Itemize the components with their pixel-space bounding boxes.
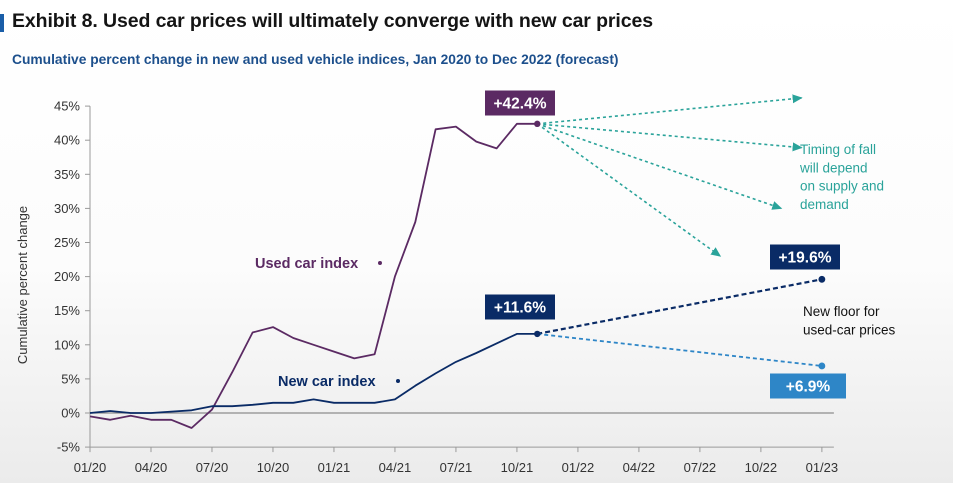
- x-tick-label: 07/22: [684, 460, 717, 475]
- y-tick-label: -5%: [57, 440, 81, 455]
- used-label-leader-dot: [378, 261, 382, 265]
- used-car-index-line: [89, 122, 538, 429]
- new-current-dot: [534, 330, 541, 338]
- timing-annotation-line: demand: [800, 197, 849, 212]
- y-tick-label: 30%: [54, 201, 80, 216]
- new-forecast-low-line: [537, 332, 822, 367]
- timing-annotation-line: on supply and: [800, 179, 884, 194]
- new-high-badge-label: +19.6%: [778, 250, 831, 267]
- y-tick-label: 15%: [54, 303, 80, 318]
- used-peak-badge-box: [485, 90, 555, 116]
- y-tick-label: 20%: [54, 269, 80, 284]
- new-current-badge-box: [485, 294, 555, 320]
- x-tick-label: 04/20: [135, 460, 168, 475]
- new-high-dot: [818, 275, 826, 283]
- used-forecast-arrow: [536, 123, 722, 257]
- used-forecast-arrow: [537, 94, 803, 125]
- new-low-dot: [818, 362, 826, 370]
- x-tick-label: 10/20: [257, 460, 290, 475]
- new-high-badge-box: [770, 244, 840, 270]
- used-peak-dot: [534, 120, 541, 128]
- y-tick-label: 40%: [54, 133, 80, 148]
- new-forecast-high-line: [537, 278, 823, 335]
- x-tick-label: 04/21: [379, 460, 412, 475]
- new-low-badge-label: +6.9%: [786, 379, 831, 396]
- x-tick-label: 10/22: [745, 460, 778, 475]
- chart-subtitle: Cumulative percent change in new and use…: [12, 52, 619, 67]
- new-low-badge-box: [770, 373, 846, 399]
- timing-annotation-line: will depend: [799, 160, 868, 175]
- x-tick-label: 10/21: [501, 460, 534, 475]
- y-tick-label: 10%: [54, 337, 80, 352]
- x-tick-label: 01/21: [318, 460, 351, 475]
- y-tick-label: 45%: [54, 99, 80, 114]
- new-car-index-line: [89, 332, 538, 414]
- used-peak-badge-label: +42.4%: [493, 96, 546, 113]
- chart-title: Exhibit 8. Used car prices will ultimate…: [12, 10, 653, 32]
- x-tick-label: 07/20: [196, 460, 229, 475]
- x-tick-label: 01/20: [74, 460, 107, 475]
- used-forecast-arrow: [537, 123, 803, 152]
- used-series-label: Used car index: [255, 256, 358, 272]
- y-tick-label: 35%: [54, 167, 80, 182]
- y-tick-label: 5%: [61, 371, 80, 386]
- y-tick-label: 25%: [54, 235, 80, 250]
- floor-annotation-line: used-car prices: [803, 322, 896, 337]
- new-label-leader-dot: [396, 379, 400, 383]
- y-tick-label: 0%: [61, 406, 80, 421]
- floor-annotation-line: New floor for: [803, 304, 880, 319]
- new-current-badge-label: +11.6%: [494, 300, 546, 317]
- timing-annotation-line: Timing of fall: [800, 142, 876, 157]
- x-tick-label: 04/22: [623, 460, 656, 475]
- used-forecast-arrow: [536, 123, 783, 210]
- new-series-label: New car index: [278, 374, 376, 390]
- x-tick-label: 01/23: [806, 460, 839, 475]
- x-tick-label: 07/21: [440, 460, 473, 475]
- y-axis-label: Cumulative percent change: [15, 206, 30, 364]
- x-tick-label: 01/22: [562, 460, 595, 475]
- title-accent-bar: [0, 14, 4, 32]
